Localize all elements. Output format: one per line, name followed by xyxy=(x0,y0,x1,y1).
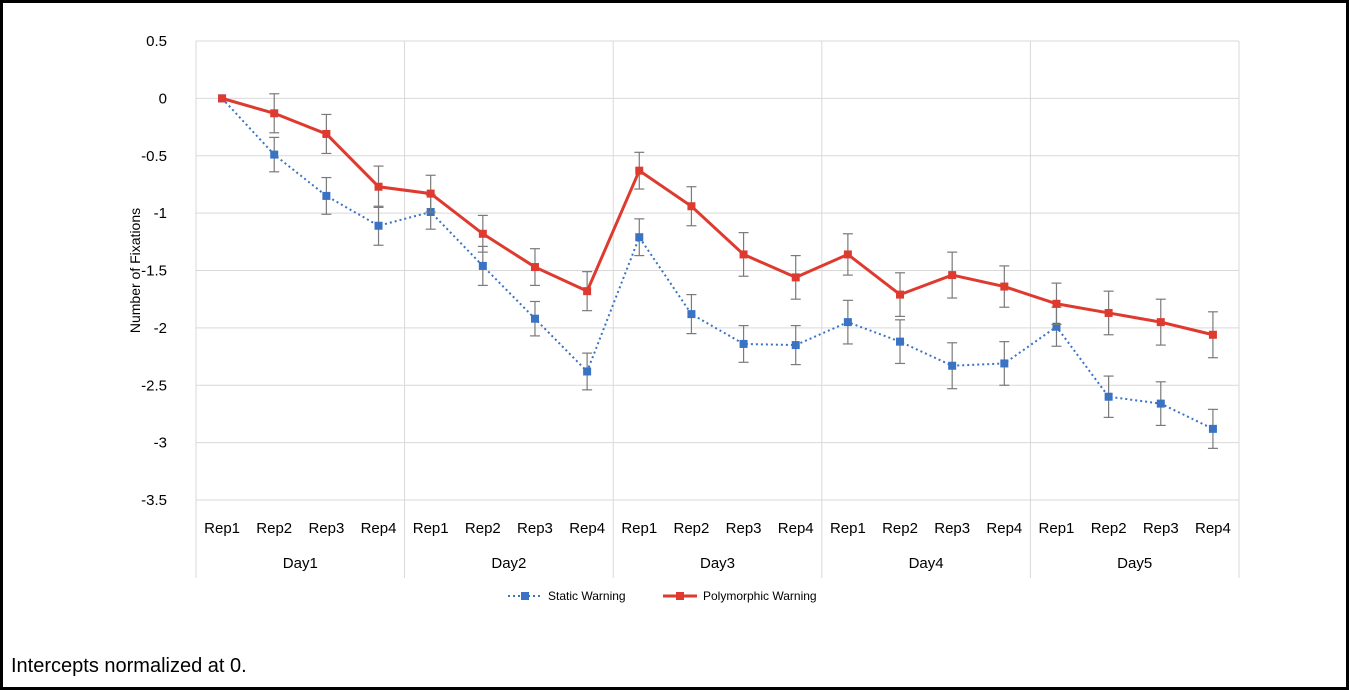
data-point-series-1 xyxy=(583,367,592,376)
x-tick-label: Rep3 xyxy=(308,520,344,537)
legend-marker-1 xyxy=(521,592,529,600)
data-point-series-2 xyxy=(270,109,279,118)
y-tick-label: -0.5 xyxy=(141,148,167,165)
data-point-series-1 xyxy=(374,221,383,230)
x-tick-label: Rep1 xyxy=(413,520,449,537)
x-tick-label: Rep4 xyxy=(778,520,814,537)
series-line-2 xyxy=(221,96,1214,337)
data-point-series-1 xyxy=(322,191,331,200)
data-point-series-2 xyxy=(478,229,487,238)
data-point-series-2 xyxy=(1208,330,1217,339)
data-point-series-2 xyxy=(635,166,644,175)
data-point-series-1 xyxy=(530,314,539,323)
data-point-series-1 xyxy=(791,341,800,350)
data-point-series-2 xyxy=(739,250,748,259)
data-point-series-2 xyxy=(896,290,905,299)
data-point-series-1 xyxy=(896,337,905,346)
data-point-series-1 xyxy=(478,261,487,270)
y-tick-label: 0 xyxy=(159,90,167,107)
x-tick-label: Rep2 xyxy=(673,520,709,537)
x-tick-label: Rep3 xyxy=(517,520,553,537)
data-point-series-1 xyxy=(1156,399,1165,408)
data-point-series-1 xyxy=(1104,392,1113,401)
data-point-series-2 xyxy=(530,263,539,272)
data-point-series-2 xyxy=(1156,318,1165,327)
x-group-label: Day5 xyxy=(1117,555,1152,572)
x-tick-label: Rep1 xyxy=(621,520,657,537)
data-point-series-1 xyxy=(739,339,748,348)
x-group-label: Day3 xyxy=(700,555,735,572)
x-tick-label: Rep3 xyxy=(726,520,762,537)
data-point-series-1 xyxy=(1208,424,1217,433)
x-tick-label: Rep1 xyxy=(204,520,240,537)
data-point-series-2 xyxy=(426,189,435,198)
data-point-series-1 xyxy=(948,361,957,370)
x-group-label: Day4 xyxy=(909,555,944,572)
x-tick-label: Rep2 xyxy=(1091,520,1127,537)
series-line-1 xyxy=(221,97,1214,430)
legend-label-2: Polymorphic Warning xyxy=(703,589,817,603)
data-point-series-2 xyxy=(218,94,227,103)
x-tick-label: Rep4 xyxy=(986,520,1022,537)
data-point-series-1 xyxy=(1052,322,1061,331)
x-tick-label: Rep4 xyxy=(1195,520,1231,537)
data-point-series-2 xyxy=(1000,282,1009,291)
x-tick-label: Rep2 xyxy=(882,520,918,537)
line-chart: 0.5 0 -0.5 -1 -1.5 -2 -2.5 -3 -3.5 Number of Fixa… xyxy=(127,33,1240,603)
x-tick-label: Rep4 xyxy=(569,520,605,537)
data-point-series-2 xyxy=(843,250,852,259)
data-point-series-1 xyxy=(843,318,852,327)
y-tick-label: -2.5 xyxy=(141,377,167,394)
x-tick-label: Rep1 xyxy=(830,520,866,537)
data-point-series-2 xyxy=(1104,308,1113,317)
x-group-label: Day1 xyxy=(283,555,318,572)
y-tick-label: -1 xyxy=(154,205,167,222)
x-tick-label: Rep2 xyxy=(256,520,292,537)
y-axis-label: Number of Fixations xyxy=(127,208,143,333)
data-point-series-2 xyxy=(322,129,331,138)
data-point-series-1 xyxy=(635,233,644,242)
data-point-series-2 xyxy=(583,287,592,296)
data-point-series-2 xyxy=(687,202,696,211)
data-point-series-2 xyxy=(374,182,383,191)
y-tick-label: -1.5 xyxy=(141,263,167,280)
x-group-label: Day2 xyxy=(491,555,526,572)
x-tick-label: Rep2 xyxy=(465,520,501,537)
data-point-series-1 xyxy=(1000,359,1009,368)
legend-marker-2 xyxy=(676,592,684,600)
y-tick-label: -3.5 xyxy=(141,492,167,509)
data-point-series-2 xyxy=(791,273,800,282)
data-point-series-2 xyxy=(1052,299,1061,308)
data-point-series-1 xyxy=(687,310,696,319)
x-tick-label: Rep1 xyxy=(1039,520,1075,537)
data-point-series-1 xyxy=(270,150,279,159)
legend-label-1: Static Warning xyxy=(548,589,626,603)
y-tick-label: -2 xyxy=(154,320,167,337)
data-point-series-2 xyxy=(948,271,957,280)
x-tick-label: Rep3 xyxy=(1143,520,1179,537)
x-tick-label: Rep3 xyxy=(934,520,970,537)
x-tick-label: Rep4 xyxy=(361,520,397,537)
y-tick-label: -3 xyxy=(154,435,167,452)
caption: Intercepts normalized at 0. xyxy=(11,655,247,677)
y-tick-label: 0.5 xyxy=(146,33,167,50)
